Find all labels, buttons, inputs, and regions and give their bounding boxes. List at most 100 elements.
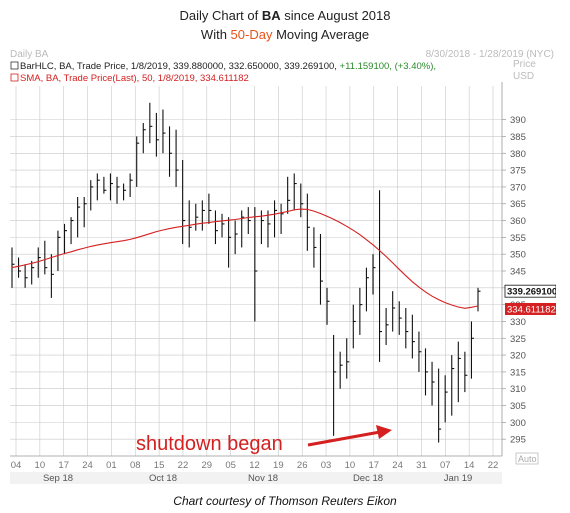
ohlc-bar <box>214 210 218 245</box>
y-tick-label: 370 <box>510 182 526 193</box>
month-band <box>10 472 502 484</box>
ohlc-bar <box>155 112 159 157</box>
header-left-label: Daily BA <box>10 49 49 60</box>
chart-title-line-2: With 50-Day Moving Average <box>200 27 370 42</box>
ohlc-bar <box>234 220 238 255</box>
ohlc-bar <box>352 304 356 349</box>
ohlc-bar <box>175 129 179 187</box>
y-tick-label: 315 <box>510 367 526 378</box>
ohlc-bar <box>326 287 330 325</box>
y-tick-label: 320 <box>510 351 526 362</box>
y-tick-label: 365 <box>510 199 526 210</box>
ohlc-bar <box>444 375 448 423</box>
ohlc-bar <box>287 176 291 214</box>
ohlc-bar <box>346 338 350 379</box>
ohlc-bar <box>280 203 284 234</box>
x-month-label: Sep 18 <box>43 473 73 484</box>
chart-credit: Chart courtesy of Thomson Reuters Eikon <box>173 494 397 508</box>
last-price-tag: 339.269100 <box>504 284 557 298</box>
ohlc-bar <box>103 176 107 194</box>
ohlc-bar <box>129 173 133 197</box>
ohlc-bar <box>201 200 205 231</box>
ohlc-bar <box>142 123 146 154</box>
x-day-label: 29 <box>202 460 213 471</box>
svg-text:339.269100: 339.269100 <box>507 287 556 298</box>
x-day-label: 04 <box>11 460 22 471</box>
ohlc-bar <box>405 308 409 349</box>
ohlc-bar <box>418 331 422 372</box>
legend-bar-text: BarHLC, BA, Trade Price, 1/8/2019, 339.8… <box>20 61 436 72</box>
ohlc-bar <box>136 136 140 187</box>
ohlc-bar <box>464 351 468 393</box>
x-day-label: 07 <box>440 460 451 471</box>
y-tick-label: 355 <box>510 233 526 244</box>
y-tick-label: 385 <box>510 132 526 143</box>
annotation-arrow-head <box>376 425 392 439</box>
ohlc-bar <box>188 200 192 248</box>
x-month-label: Jan 19 <box>444 473 473 484</box>
x-month-label: Nov 18 <box>248 473 278 484</box>
ohlc-bar <box>90 180 94 211</box>
x-month-label: Dec 18 <box>353 473 383 484</box>
ohlc-bar <box>247 207 251 234</box>
ohlc-bar <box>37 247 41 278</box>
ohlc-bar <box>451 355 455 416</box>
ohlc-bar <box>195 203 199 231</box>
x-day-label: 10 <box>35 460 46 471</box>
ohlc-bar <box>96 173 100 201</box>
ohlc-bar <box>313 227 317 268</box>
y-tick-label: 350 <box>510 250 526 261</box>
y-tick-label: 345 <box>510 267 526 278</box>
ohlc-bar <box>378 190 383 362</box>
shutdown-annotation: shutdown began <box>136 425 392 455</box>
ohlc-bar <box>50 254 54 298</box>
ohlc-bar <box>57 230 61 271</box>
y-tick-label: 325 <box>510 334 526 345</box>
ohlc-bar <box>77 197 81 238</box>
ohlc-bar <box>267 210 271 248</box>
annotation-text: shutdown began <box>136 433 283 455</box>
ohlc-bar <box>339 351 343 389</box>
ohlc-bar <box>392 291 396 332</box>
x-day-label: 17 <box>58 460 69 471</box>
sma-value-tag: 334.611182 <box>505 302 556 315</box>
ohlc-bar <box>123 183 127 201</box>
ohlc-bar <box>254 207 258 322</box>
ohlc-bar <box>431 361 435 406</box>
y-tick-label: 375 <box>510 166 526 177</box>
ohlc-bar <box>149 102 153 144</box>
ohlc-bar <box>221 213 225 238</box>
x-day-label: 24 <box>82 460 93 471</box>
x-day-label: 14 <box>464 460 475 471</box>
ohlc-bar <box>333 334 337 436</box>
ohlc-bar <box>273 200 278 238</box>
y-tick-label: 295 <box>510 435 526 446</box>
ohlc-bar <box>411 314 415 359</box>
y-tick-label: 330 <box>510 317 526 328</box>
chart-container: 2953003053103153203253303353403453503553… <box>8 44 557 490</box>
svg-text:334.611182: 334.611182 <box>507 304 556 315</box>
y-tick-label: 300 <box>510 418 526 429</box>
y-tick-label: 380 <box>510 149 526 160</box>
chart-title-line-1: Daily Chart of BA since August 2018 <box>179 8 391 23</box>
ohlc-bar <box>359 287 363 335</box>
ohlc-bar <box>319 234 323 305</box>
ohlc-bar <box>11 247 15 288</box>
x-day-label: 31 <box>416 460 427 471</box>
ohlc-bar <box>306 193 310 251</box>
y-tick-label: 310 <box>510 384 526 395</box>
sma-50-line <box>11 208 479 309</box>
ohlc-bar <box>18 257 22 278</box>
x-month-label: Oct 18 <box>149 473 177 484</box>
auto-scale-badge[interactable]: Auto <box>515 452 539 465</box>
x-day-label: 01 <box>106 460 117 471</box>
ohlc-bar <box>365 267 369 312</box>
x-day-label: 24 <box>392 460 403 471</box>
x-day-label: 03 <box>321 460 332 471</box>
annotation-arrow-shaft <box>307 430 381 447</box>
y-tick-label: 305 <box>510 401 526 412</box>
x-day-label: 12 <box>249 460 260 471</box>
x-day-label: 10 <box>345 460 356 471</box>
ohlc-bar <box>109 173 113 201</box>
ohlc-bar <box>424 348 428 396</box>
